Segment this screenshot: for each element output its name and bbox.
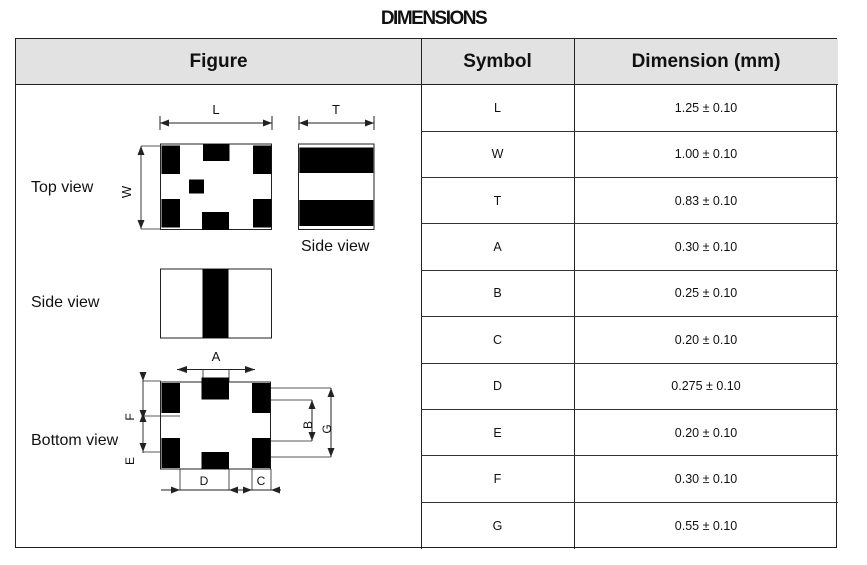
svg-text:Bottom view: Bottom view [31, 432, 119, 449]
svg-text:E: E [123, 457, 137, 465]
svg-text:A: A [212, 349, 221, 364]
svg-text:G: G [320, 424, 334, 433]
svg-text:C: C [257, 474, 266, 488]
svg-text:F: F [123, 413, 137, 420]
svg-text:Top view: Top view [31, 179, 94, 196]
svg-text:L: L [212, 102, 219, 117]
svg-text:Side view: Side view [301, 238, 370, 255]
svg-text:D: D [200, 474, 209, 488]
svg-text:W: W [119, 185, 134, 198]
svg-text:B: B [301, 421, 315, 429]
svg-text:T: T [332, 102, 340, 117]
svg-text:Side view: Side view [31, 294, 100, 311]
